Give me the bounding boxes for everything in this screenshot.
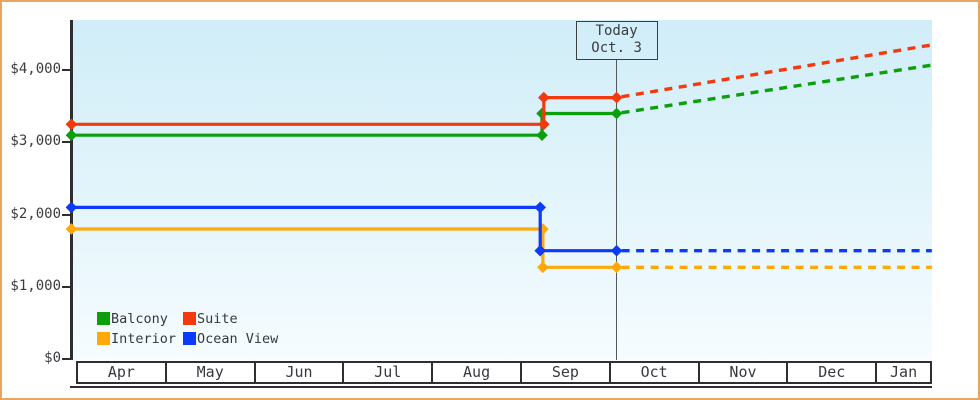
legend-swatch-ocean-view bbox=[183, 332, 196, 345]
x-axis-month-band: Apr May Jun Jul Aug Sep Oct Nov Dec Jan bbox=[76, 360, 932, 384]
today-annotation: Today Oct. 3 bbox=[575, 21, 658, 60]
x-axis-month-jan: Jan bbox=[890, 363, 918, 381]
y-axis-label-3000: $3,000 bbox=[10, 133, 61, 150]
legend-swatch-interior bbox=[97, 332, 110, 345]
legend-item-balcony: Balcony bbox=[97, 310, 183, 327]
x-axis-month-nov: Nov bbox=[700, 362, 789, 382]
today-annotation-date: Oct. 3 bbox=[591, 40, 642, 56]
today-annotation-title: Today bbox=[595, 23, 638, 39]
x-axis-month-may: May bbox=[167, 362, 256, 382]
legend-item-ocean-view: Ocean View bbox=[183, 330, 278, 347]
x-axis-month-sep: Sep bbox=[522, 362, 611, 382]
chart-legend: Balcony Suite Interior Ocean View bbox=[97, 310, 278, 347]
today-vertical-line bbox=[616, 60, 618, 360]
legend-label: Balcony bbox=[111, 310, 168, 327]
y-axis-label-4000: $4,000 bbox=[10, 61, 61, 78]
y-axis-label-1000: $1,000 bbox=[10, 277, 61, 294]
legend-item-suite: Suite bbox=[183, 310, 278, 327]
x-axis-month-oct: Oct bbox=[611, 362, 700, 382]
legend-item-interior: Interior bbox=[97, 330, 183, 347]
y-axis-label-2000: $2,000 bbox=[10, 205, 61, 222]
legend-swatch-suite bbox=[183, 312, 196, 325]
x-axis-month-apr: Apr bbox=[78, 362, 167, 382]
y-axis-line bbox=[69, 20, 73, 360]
x-axis-month-dec: Dec bbox=[788, 362, 878, 382]
legend-label: Ocean View bbox=[197, 330, 279, 347]
y-axis-label-0: $0 bbox=[44, 350, 61, 366]
legend-label: Suite bbox=[197, 310, 238, 327]
x-axis-month-jun: Jun bbox=[256, 362, 345, 382]
legend-label: Interior bbox=[111, 330, 177, 347]
legend-swatch-balcony bbox=[97, 312, 110, 325]
plot-area bbox=[72, 20, 932, 360]
x-axis-month-jul: Jul bbox=[344, 362, 434, 382]
x-axis-month-aug: Aug bbox=[433, 362, 522, 382]
x-axis-baseline bbox=[70, 386, 932, 388]
